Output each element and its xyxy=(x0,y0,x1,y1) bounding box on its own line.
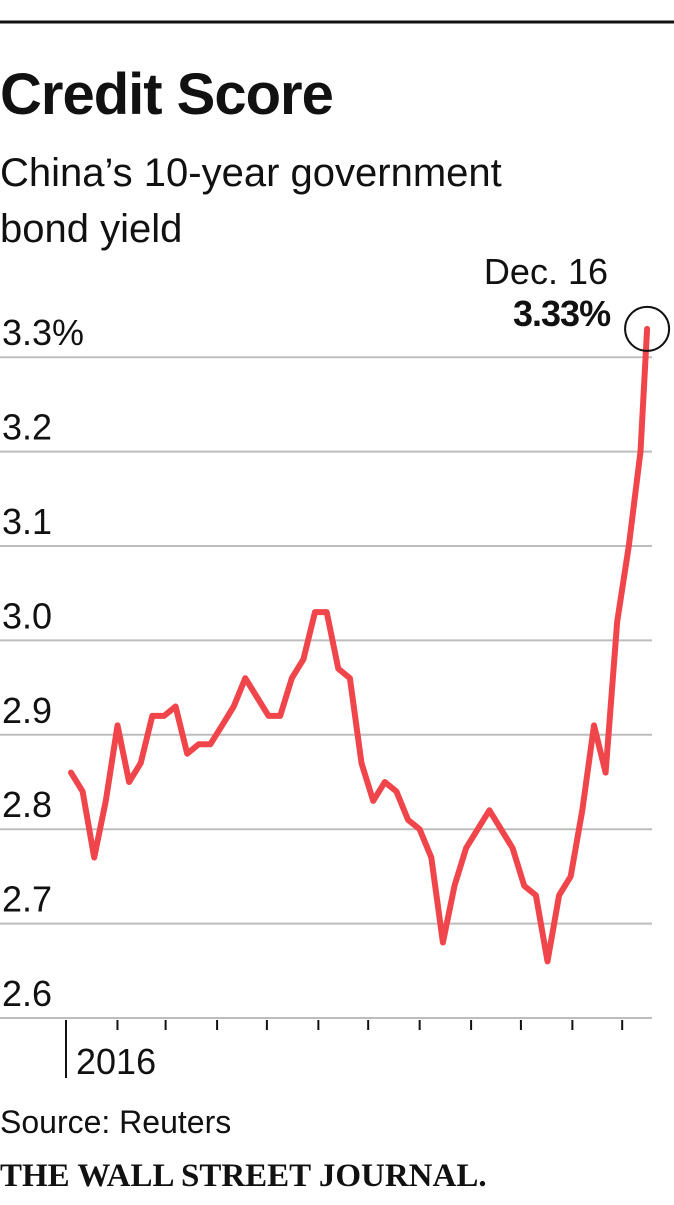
source: Source: Reuters xyxy=(0,1104,231,1140)
x-tick-label: 2016 xyxy=(76,1041,156,1082)
y-tick-label: 3.0 xyxy=(2,595,52,636)
line xyxy=(68,325,651,965)
y-tick-label: 2.8 xyxy=(2,784,52,825)
credit: THE WALL STREET JOURNAL. xyxy=(0,1158,487,1194)
chart-subtitle: China’s 10-year government xyxy=(0,151,502,195)
y-tick-label: 2.9 xyxy=(2,690,52,731)
annotation: Dec. 16 xyxy=(484,251,608,292)
chart-title: Credit Score xyxy=(0,62,333,127)
chart-subtitle: bond yield xyxy=(0,207,182,251)
y-tick-label: 3.2 xyxy=(2,407,52,448)
y-tick-label: 3.3% xyxy=(2,312,84,353)
highlight-circle xyxy=(624,305,671,352)
y-tick-label: 2.7 xyxy=(2,879,52,920)
y-tick-label: 3.1 xyxy=(2,501,52,542)
value-label: 3.33% xyxy=(513,293,611,334)
y-tick-label: 2.6 xyxy=(2,973,52,1014)
